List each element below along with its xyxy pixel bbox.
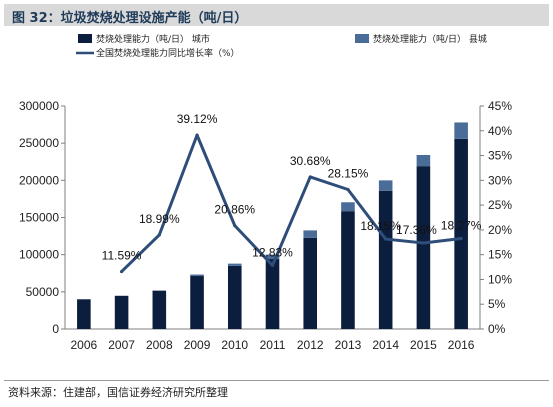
left-axis-tick-label: 250000 xyxy=(19,136,59,150)
figure-title: 图 32：垃圾焚烧处理设施产能（吨/日） xyxy=(12,11,248,26)
bar-city xyxy=(227,265,242,329)
x-axis-tick-label: 2008 xyxy=(146,338,173,352)
growth-data-label: 12.83% xyxy=(252,245,293,259)
growth-data-label: 18.27% xyxy=(441,218,482,232)
x-axis-tick-label: 2012 xyxy=(297,338,324,352)
right-axis-tick-label: 35% xyxy=(488,149,512,163)
right-axis-tick-label: 40% xyxy=(488,124,512,138)
left-axis-tick-label: 200000 xyxy=(19,173,59,187)
growth-data-label: 39.12% xyxy=(177,112,218,126)
x-axis-tick-label: 2013 xyxy=(335,338,362,352)
bar-city xyxy=(454,138,468,329)
x-axis-tick-label: 2015 xyxy=(410,338,437,352)
right-axis-tick-label: 20% xyxy=(488,223,512,237)
bar-city xyxy=(77,299,91,329)
left-axis-tick-label: 0 xyxy=(52,322,59,336)
bar-city xyxy=(152,290,167,329)
growth-point xyxy=(459,236,463,241)
axes: 0 50000 100000 150000 200000 250000 300000 0% 5%… xyxy=(19,99,512,352)
bar-city xyxy=(378,190,393,329)
source-note: 资料来源：住建部，国信证券经济研究所整理 xyxy=(8,386,228,399)
legend-swatch-county xyxy=(355,34,369,43)
left-axis-tick-label: 300000 xyxy=(19,99,59,113)
right-axis-tick-label: 0% xyxy=(488,322,506,336)
bar-county xyxy=(416,155,431,167)
right-axis-tick-label: 25% xyxy=(488,198,512,212)
growth-data-label: 18.99% xyxy=(139,212,180,226)
growth-point xyxy=(421,241,426,245)
bar-county xyxy=(190,274,204,277)
right-axis-tick-label: 45% xyxy=(488,99,512,113)
growth-point xyxy=(384,237,388,241)
growth-point xyxy=(308,175,312,179)
growth-point xyxy=(119,269,124,274)
bar-city xyxy=(190,276,204,329)
x-axis-tick-label: 2010 xyxy=(221,338,248,352)
bar-city xyxy=(303,237,318,329)
left-axis-tick-label: 100000 xyxy=(19,248,59,262)
growth-point xyxy=(233,224,237,228)
footer-divider xyxy=(4,380,549,381)
right-axis-tick-label: 30% xyxy=(488,173,512,187)
growth-point xyxy=(346,187,350,192)
x-axis-tick-label: 2014 xyxy=(372,338,399,352)
growth-point xyxy=(157,233,161,237)
bar-city xyxy=(416,166,431,329)
right-axis-tick-label: 10% xyxy=(488,272,512,286)
bar-county xyxy=(303,230,318,238)
right-axis-tick-label: 15% xyxy=(488,248,512,262)
growth-data-label: 18.15% xyxy=(360,219,401,233)
legend-swatch-city xyxy=(78,34,92,43)
growth-point xyxy=(195,133,199,137)
bar-city xyxy=(265,259,280,329)
bar-county xyxy=(227,263,242,266)
growth-data-label: 11.59% xyxy=(102,249,142,263)
right-axis-tick-label: 5% xyxy=(488,297,506,311)
x-axis-tick-label: 2007 xyxy=(108,338,135,352)
bars xyxy=(77,122,468,329)
combo-chart: 焚烧处理能力（吨/日） 城市 焚烧处理能力（吨/日） 县城 全国焚烧处理能力同比… xyxy=(19,33,512,352)
legend-label-city: 焚烧处理能力（吨/日） 城市 xyxy=(96,33,210,45)
left-axis-tick-label: 50000 xyxy=(26,285,60,299)
legend-label-growth: 全国焚烧处理能力同比增长率（%） xyxy=(96,47,240,59)
data-labels: 11.59% 18.99% 39.12% 20.86% 12.83% 30.68%28.1… xyxy=(102,112,482,262)
bar-county xyxy=(341,202,355,212)
growth-data-label: 30.68% xyxy=(290,154,331,168)
bar-city xyxy=(341,211,355,329)
growth-point xyxy=(270,263,275,268)
growth-data-label: 20.86% xyxy=(214,203,255,217)
legend-label-county: 焚烧处理能力（吨/日） 县城 xyxy=(373,33,487,45)
bar-city xyxy=(114,295,129,329)
x-axis-tick-label: 2009 xyxy=(184,338,211,352)
growth-line xyxy=(120,133,462,273)
bar-county xyxy=(378,180,393,191)
figure-header: 图 32：垃圾焚烧处理设施产能（吨/日） xyxy=(4,4,549,26)
x-axis-tick-label: 2006 xyxy=(71,338,98,352)
x-axis-tick-label: 2011 xyxy=(260,338,286,352)
left-axis-tick-label: 150000 xyxy=(19,211,59,225)
growth-data-label: 28.15% xyxy=(328,167,369,181)
bar-county xyxy=(454,122,468,139)
legend: 焚烧处理能力（吨/日） 城市 焚烧处理能力（吨/日） 县城 全国焚烧处理能力同比… xyxy=(76,33,487,59)
bar-county xyxy=(265,254,280,260)
x-axis-tick-label: 2016 xyxy=(448,338,475,352)
growth-line-group xyxy=(119,133,463,274)
growth-data-label: 17.36% xyxy=(396,223,437,237)
